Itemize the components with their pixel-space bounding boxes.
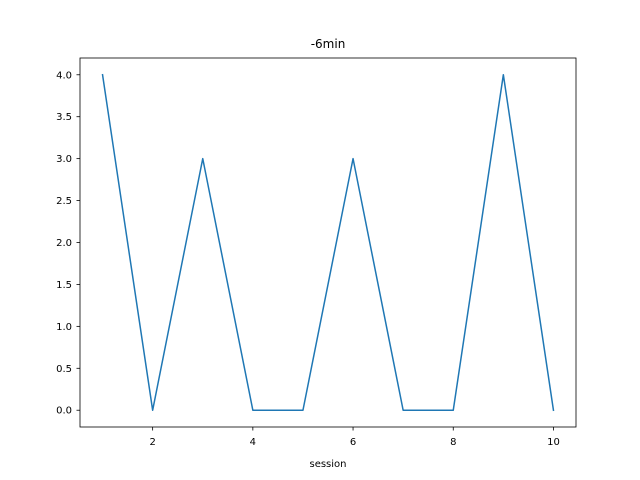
y-tick-label: 0.0 xyxy=(56,406,72,417)
y-tick-label: 2.0 xyxy=(56,238,72,249)
y-tick-label: 2.5 xyxy=(56,196,72,207)
x-axis-label: session xyxy=(309,459,346,470)
y-axis-ticks: 0.0 0.5 1.0 1.5 2.0 2.5 3.0 3.5 4.0 xyxy=(56,70,80,417)
y-tick-label: 3.5 xyxy=(56,112,72,123)
x-tick-label: 6 xyxy=(350,437,356,448)
x-tick-label: 4 xyxy=(250,437,256,448)
y-tick-label: 1.5 xyxy=(56,280,72,291)
series-layer xyxy=(101,73,555,412)
x-tick-label: 8 xyxy=(450,437,456,448)
x-tick-label: 2 xyxy=(149,437,155,448)
y-tick-label: 3.0 xyxy=(56,154,72,165)
y-tick-label: 4.0 xyxy=(56,70,72,81)
x-axis-ticks: 2 4 6 8 10 xyxy=(149,427,560,448)
x-tick-label: 10 xyxy=(547,437,560,448)
chart-title: -6min xyxy=(311,37,346,51)
y-tick-label: 1.0 xyxy=(56,322,72,333)
series-line-0 xyxy=(101,73,555,412)
y-tick-label: 0.5 xyxy=(56,364,72,375)
